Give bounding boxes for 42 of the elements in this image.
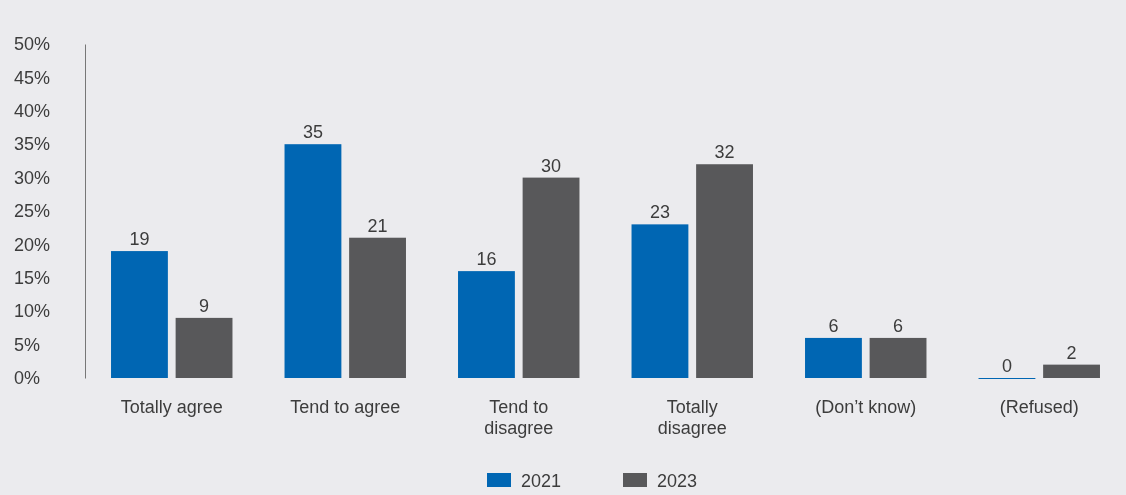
bar	[805, 337, 862, 378]
data-label: 6	[893, 315, 904, 336]
bar	[111, 251, 168, 378]
bar	[284, 144, 342, 378]
bar	[458, 271, 515, 378]
data-label: 0	[1001, 356, 1012, 376]
legend-label: 2021	[521, 471, 562, 491]
data-label: 9	[199, 295, 210, 316]
x-tick-label: Tend to disagree	[484, 396, 554, 439]
bar	[696, 164, 753, 378]
y-tick-label: 10%	[14, 301, 51, 322]
data-label: 6	[828, 315, 839, 336]
data-label: 2	[1066, 342, 1077, 363]
bar	[175, 317, 233, 378]
data-label: 21	[367, 215, 388, 236]
legend-label: 2023	[657, 471, 698, 491]
y-tick-label: 25%	[14, 201, 51, 222]
data-label: 23	[649, 202, 670, 223]
data-label: 30	[541, 155, 562, 176]
y-tick-label: 50%	[14, 34, 51, 55]
y-tick-label: 15%	[14, 268, 51, 289]
bar	[522, 177, 580, 378]
x-tick-label: (Refused)	[999, 396, 1079, 417]
bar	[349, 237, 406, 378]
x-tick-label: Totally agree	[120, 396, 223, 417]
bar	[1043, 364, 1100, 378]
x-tick-label: Totally disagree	[657, 396, 727, 439]
y-tick-label: 35%	[14, 134, 51, 155]
y-tick-label: 5%	[14, 334, 41, 355]
bar	[869, 337, 927, 378]
data-label: 32	[714, 142, 735, 163]
y-tick-label: 0%	[14, 368, 41, 389]
y-tick-label: 20%	[14, 234, 51, 255]
data-label: 35	[302, 122, 323, 143]
y-tick-label: 30%	[14, 167, 51, 188]
y-tick-label: 45%	[14, 67, 51, 88]
bar	[631, 224, 689, 378]
data-label: 16	[476, 249, 497, 270]
y-tick-label: 40%	[14, 101, 51, 122]
x-tick-label: (Don’t know)	[815, 396, 917, 417]
x-tick-label: Tend to agree	[290, 396, 401, 417]
data-label: 19	[129, 229, 150, 250]
